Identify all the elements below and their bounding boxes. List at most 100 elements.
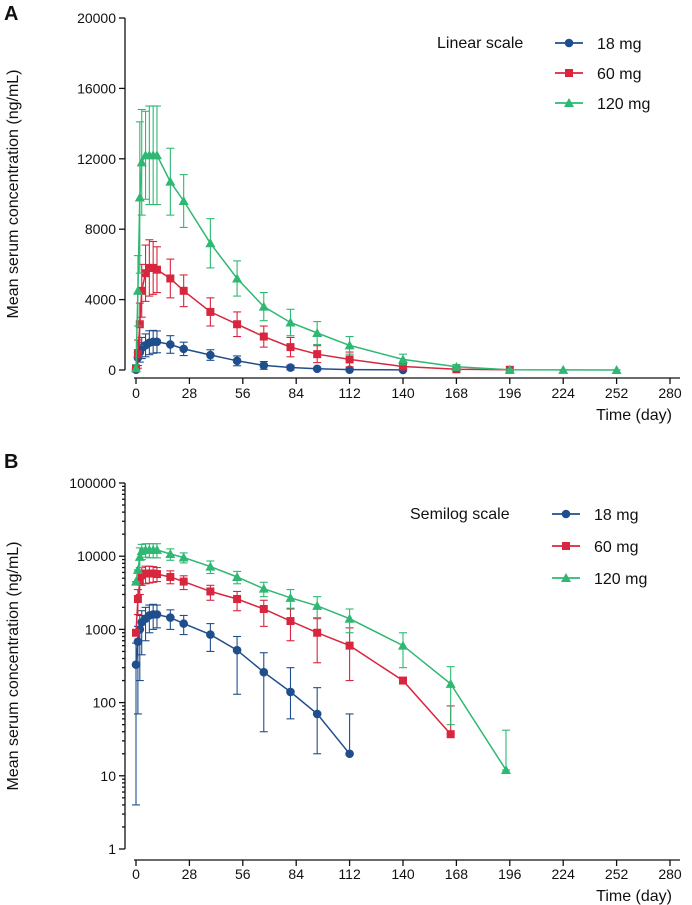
series-60-mg [132, 565, 455, 739]
y-tick-label: 12000 [77, 151, 116, 167]
legend-label: 60 mg [597, 66, 641, 83]
legend: Semilog scale 18 mg 60 mg 120 mg [410, 506, 647, 588]
data-point [232, 273, 243, 283]
data-point [313, 628, 322, 637]
series-18-mg [131, 603, 354, 806]
series-120-mg [131, 543, 511, 775]
x-tick-label: 280 [658, 866, 682, 882]
x-tick-label: 56 [235, 385, 251, 401]
legend-marker [562, 542, 570, 550]
data-point [131, 576, 141, 586]
y-tick-label: 0 [108, 362, 116, 378]
data-point [206, 630, 215, 639]
data-point [165, 176, 176, 186]
data-point [286, 363, 295, 372]
data-point [133, 595, 142, 604]
legend: Linear scale 18 mg 60 mg 120 mg [437, 35, 650, 113]
data-point [135, 320, 144, 329]
data-point [258, 583, 269, 593]
x-tick-label: 140 [391, 385, 415, 401]
y-tick-label: 10000 [77, 548, 116, 564]
panel-b-semilog-chart: B 1 10 100 1000 10000 100000 0 28 56 84 112 140 168 19… [4, 451, 682, 905]
data-point [286, 617, 295, 626]
x-tick-label: 112 [338, 866, 361, 882]
x-tick-label: 112 [338, 385, 361, 401]
data-point [165, 549, 176, 559]
data-point [286, 343, 295, 352]
data-point [344, 340, 355, 350]
y-tick-label: 10 [100, 768, 116, 784]
data-point [232, 571, 243, 581]
data-point [232, 356, 242, 366]
y-tick-label: 100000 [69, 475, 116, 491]
legend-label: 120 mg [597, 96, 650, 113]
data-point [152, 337, 162, 347]
x-tick-label: 196 [498, 866, 522, 882]
data-point [134, 192, 145, 202]
data-point [233, 320, 242, 329]
data-point [179, 619, 188, 628]
data-point [259, 332, 268, 341]
y-tick-label: 8000 [85, 221, 116, 237]
data-point [205, 238, 216, 248]
panel-a-linear-chart: A 0 4000 8000 12000 16000 20000 0 28 56 84 112 140 16… [4, 3, 682, 424]
x-tick-label: 0 [132, 385, 140, 401]
data-point [134, 551, 145, 561]
x-tick-label: 280 [658, 385, 682, 401]
legend-marker [564, 38, 574, 48]
data-point [152, 570, 161, 579]
data-point [151, 150, 162, 160]
data-point [345, 749, 354, 759]
x-tick-label: 252 [605, 385, 629, 401]
data-point [446, 730, 455, 739]
data-point [178, 196, 189, 206]
y-tick-label: 1 [108, 841, 116, 857]
data-point [313, 350, 322, 359]
legend-marker [565, 69, 573, 77]
data-point [611, 364, 622, 374]
data-point [399, 676, 407, 685]
x-tick-label: 252 [605, 866, 629, 882]
data-point [445, 678, 456, 688]
data-point [133, 637, 143, 646]
legend-label: 60 mg [594, 539, 638, 556]
legend-label: 120 mg [594, 571, 647, 588]
data-point [344, 613, 355, 623]
data-point [312, 328, 323, 338]
data-point [132, 628, 140, 637]
data-point [133, 350, 142, 359]
data-point [132, 285, 143, 295]
legend-marker [561, 509, 571, 519]
x-tick-label: 84 [288, 385, 304, 401]
series-line [135, 341, 404, 371]
data-point [136, 157, 147, 167]
y-tick-label: 4000 [85, 292, 116, 308]
data-point [285, 317, 296, 327]
data-point [558, 364, 569, 374]
data-point [179, 577, 188, 586]
x-tick-label: 224 [552, 385, 576, 401]
data-point [504, 364, 515, 374]
x-tick-label: 84 [288, 866, 304, 882]
x-axis-title: Time (day) [596, 888, 672, 905]
data-point [399, 362, 407, 371]
x-tick-label: 168 [445, 385, 469, 401]
scale-label: Linear scale [437, 35, 523, 52]
data-point [131, 363, 141, 373]
data-point [451, 361, 462, 371]
x-tick-label: 224 [552, 866, 576, 882]
x-tick-label: 56 [235, 866, 251, 882]
x-axis-title: Time (day) [596, 407, 672, 424]
series-120-mg [131, 105, 622, 374]
data-point [132, 564, 143, 574]
data-point [312, 364, 322, 374]
data-point [345, 365, 354, 374]
legend-marker [561, 573, 571, 582]
data-point [178, 552, 189, 562]
data-point [151, 544, 162, 554]
x-tick-label: 196 [498, 385, 522, 401]
x-tick-label: 168 [445, 866, 469, 882]
y-tick-label: 20000 [77, 10, 116, 26]
data-point [152, 265, 161, 274]
